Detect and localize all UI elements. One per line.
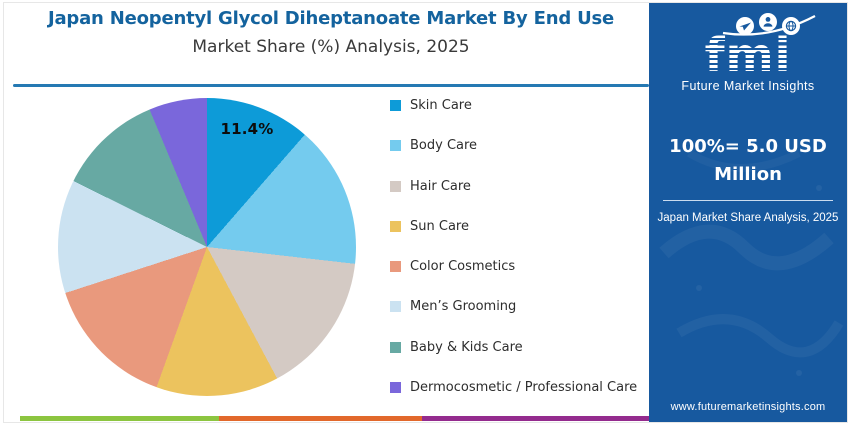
pie-slice-label: 11.4%	[220, 120, 274, 138]
legend-item: Body Care	[390, 138, 637, 153]
legend-swatch	[390, 100, 401, 111]
legend-swatch	[390, 341, 401, 353]
legend-label: Baby & Kids Care	[410, 339, 523, 355]
header-underline	[13, 84, 649, 87]
footer-strip	[20, 416, 650, 421]
header: Japan Neopentyl Glycol Diheptanoate Mark…	[13, 8, 649, 57]
legend-item: Color Cosmetics	[390, 259, 637, 274]
globe-icon	[782, 17, 800, 35]
chart-legend: Skin Care Body Care Hair Care Sun Care Color…	[390, 98, 637, 395]
logo-wordmark: fmi	[704, 28, 792, 82]
legend-swatch	[390, 140, 401, 152]
person-icon	[759, 13, 777, 31]
chart-title: Japan Neopentyl Glycol Diheptanoate Mark…	[47, 8, 615, 29]
paper-plane-icon	[736, 17, 754, 35]
chart-subtitle: Market Share (%) Analysis, 2025	[192, 37, 470, 57]
legend-item: Dermocosmetic / Professional Care	[390, 380, 637, 395]
legend-swatch	[390, 381, 401, 393]
legend-item: Hair Care	[390, 179, 637, 194]
market-size-headline: 100%= 5.0 USD Million	[669, 136, 827, 185]
legend-swatch	[390, 261, 401, 273]
sidebar-divider	[663, 199, 833, 201]
strip-segment-orange	[219, 416, 422, 421]
legend-swatch	[390, 220, 401, 232]
legend-label: Skin Care	[410, 98, 472, 113]
sidebar: fmi Future Market Insights 100%= 5.0 USD…	[649, 3, 847, 422]
legend-item: Baby & Kids Care	[390, 340, 637, 355]
strip-segment-purple	[422, 416, 650, 421]
sidebar-caption: Japan Market Share Analysis, 2025	[657, 211, 839, 224]
legend-swatch	[390, 180, 401, 192]
logo-icons	[722, 13, 816, 36]
legend-item: Men’s Grooming	[390, 299, 637, 314]
legend-label: Color Cosmetics	[410, 259, 516, 275]
pie-chart: 11.4%	[58, 98, 356, 396]
legend-label: Sun Care	[410, 218, 469, 234]
legend-label: Body Care	[410, 138, 478, 154]
legend-item: Skin Care	[390, 98, 637, 113]
legend-label: Hair Care	[410, 178, 471, 194]
legend-item: Sun Care	[390, 219, 637, 234]
logo-tagline: Future Market Insights	[681, 79, 815, 93]
fmi-logo: fmi Future Market Insights	[649, 13, 847, 93]
swoosh-arc	[722, 15, 816, 36]
website-url: www.futuremarketinsights.com	[670, 401, 826, 413]
legend-label: Men’s Grooming	[410, 299, 517, 315]
strip-segment-green	[20, 416, 219, 421]
legend-label: Dermocosmetic / Professional Care	[410, 379, 638, 395]
legend-swatch	[390, 301, 401, 313]
